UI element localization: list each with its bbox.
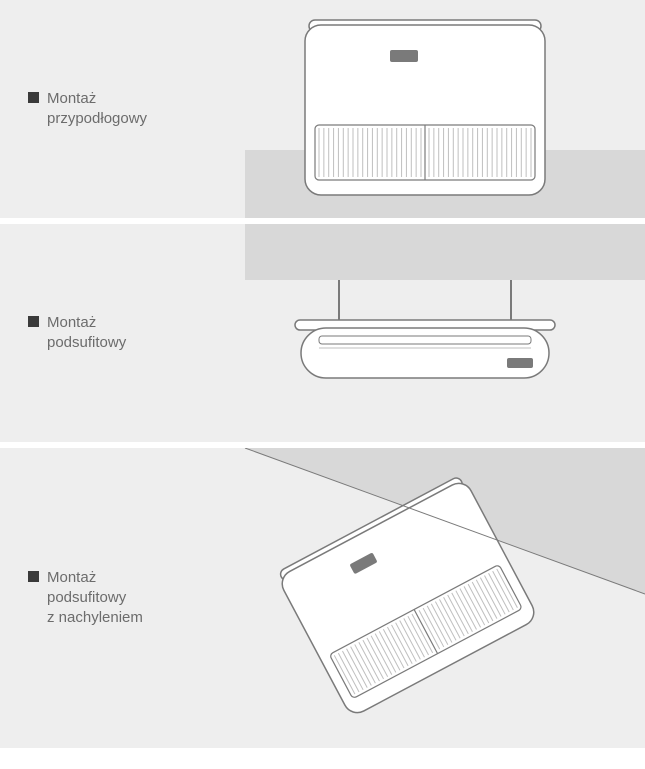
label-line2: przypodłogowy [47,109,147,129]
label-area: Montażpodsufitowy [0,313,245,354]
panel-1: Montażpodsufitowy [0,224,645,442]
ac-unit [305,20,545,195]
label-text: Montażprzypodłogowy [47,89,147,130]
label-line1: Montaż [47,89,147,109]
ac-unit [295,280,555,378]
bullet-icon [28,571,39,582]
label-line1: Montaż [47,313,126,333]
panel-2: Montażpodsufitowyz nachyleniem [0,448,645,748]
label-text: Montażpodsufitowyz nachyleniem [47,568,143,629]
label-area: Montażpodsufitowyz nachyleniem [0,568,245,629]
bullet-icon [28,92,39,103]
panel-0: Montażprzypodłogowy [0,0,645,218]
label-line2: podsufitowy [47,333,126,353]
label-line2: podsufitowy [47,588,143,608]
label-line1: Montaż [47,568,143,588]
label-area: Montażprzypodłogowy [0,89,245,130]
surface [245,224,645,280]
label-line3: z nachyleniem [47,608,143,628]
label-text: Montażpodsufitowy [47,313,126,354]
bullet-icon [28,316,39,327]
